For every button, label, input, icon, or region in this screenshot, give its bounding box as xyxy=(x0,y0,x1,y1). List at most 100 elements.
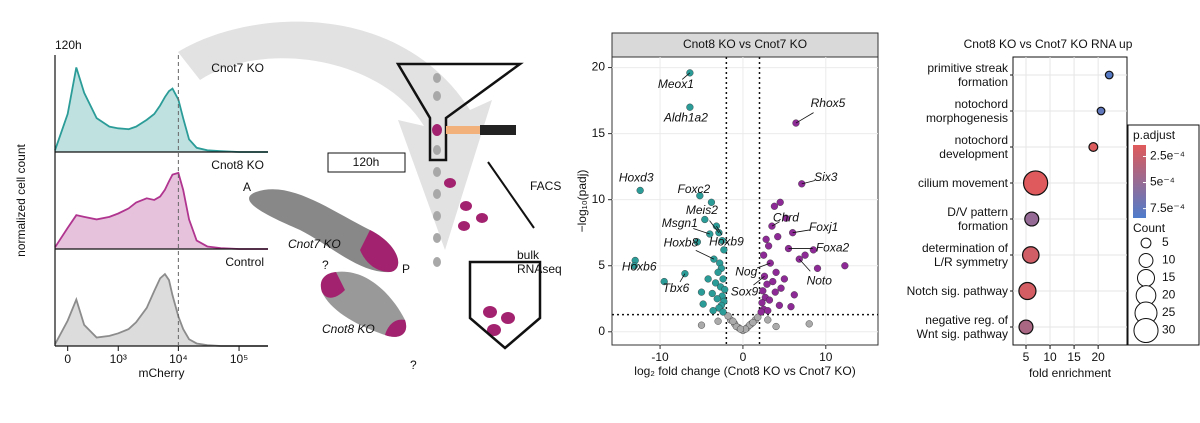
embryo-2-ends xyxy=(320,272,407,337)
dot xyxy=(1104,70,1114,80)
dot xyxy=(1018,319,1034,335)
leader-line xyxy=(681,72,691,80)
x-axis-label: log₂ fold change (Cnot8 KO vs Cnot7 KO) xyxy=(634,364,855,378)
colorbar-label: 7.5e⁻⁴ xyxy=(1150,201,1185,215)
gene-label: Chrd xyxy=(773,210,799,224)
y-tick-label: notochord development xyxy=(939,133,1008,161)
gene-label: Hoxb8 xyxy=(664,235,699,249)
leader-line xyxy=(716,225,723,236)
x-tick-label: -10 xyxy=(651,350,669,364)
unknown-label: ? xyxy=(322,258,329,272)
area-fill xyxy=(55,274,268,346)
point xyxy=(721,285,729,294)
dot xyxy=(1088,142,1099,153)
y-tick-label: 5 xyxy=(598,258,605,272)
point xyxy=(660,277,668,286)
point xyxy=(790,291,798,299)
point xyxy=(780,275,788,283)
point xyxy=(736,325,745,333)
x-tick-label: 10⁵ xyxy=(230,352,248,366)
point xyxy=(720,246,728,254)
size-label: 20 xyxy=(1162,288,1176,302)
size-label: 15 xyxy=(1162,270,1176,284)
point xyxy=(701,215,709,224)
series-label: Cnot8 KO xyxy=(211,158,264,172)
point xyxy=(729,317,737,325)
arrow xyxy=(178,21,492,250)
gene-label: Tbx6 xyxy=(663,281,690,295)
series-label: Cnot7 KO xyxy=(211,61,264,75)
size-label: 5 xyxy=(1162,235,1169,249)
leader-line xyxy=(679,273,686,283)
y-tick-label: notochord morphogenesis xyxy=(925,97,1008,125)
gene-label: Hoxd3 xyxy=(619,171,654,185)
sorted-cells xyxy=(432,124,515,336)
point xyxy=(754,313,762,321)
x-tick-label: 15 xyxy=(1067,350,1081,364)
point xyxy=(801,251,809,259)
area-fill xyxy=(55,67,268,152)
y-tick-label: D/V pattern formation xyxy=(947,205,1008,233)
point xyxy=(707,198,716,206)
point xyxy=(749,318,757,327)
size-key xyxy=(1136,268,1156,288)
point xyxy=(636,186,644,195)
size-key xyxy=(1140,237,1152,249)
x-axis-label: fold enrichment xyxy=(1029,366,1112,380)
leader-line xyxy=(801,180,816,185)
series-label: Control xyxy=(225,255,264,269)
gene-label: Foxj1 xyxy=(809,220,838,234)
facs-label: FACS xyxy=(530,179,561,193)
gene-label: Rhox5 xyxy=(811,96,846,110)
y-axis-label: −log₁₀(padj) xyxy=(575,170,589,233)
gene-label: Noto xyxy=(807,273,833,287)
sort-line xyxy=(487,161,535,229)
point xyxy=(798,180,806,188)
unknown-label: ? xyxy=(410,358,417,372)
y-tick-label: primitive streak formation xyxy=(927,61,1008,89)
point xyxy=(699,300,707,308)
x-tick-label: 0 xyxy=(740,350,747,364)
point xyxy=(813,264,822,272)
point xyxy=(764,307,772,315)
leader-line xyxy=(771,221,780,227)
density-line xyxy=(54,67,268,153)
chart-title: 120h xyxy=(55,38,82,52)
cnot7-label: Cnot7 KO xyxy=(288,237,341,251)
point xyxy=(693,238,701,246)
leader-line xyxy=(795,112,814,124)
gene-label: Sox9 xyxy=(731,284,759,298)
point xyxy=(724,312,732,320)
gene-label: Meis2 xyxy=(686,203,718,217)
colorbar xyxy=(1133,145,1146,218)
leader-line xyxy=(709,220,720,233)
point xyxy=(805,320,813,328)
point xyxy=(696,192,704,200)
detector xyxy=(480,125,516,135)
point xyxy=(714,268,722,276)
size-key xyxy=(1138,253,1154,268)
gene-label: Foxc2 xyxy=(677,182,710,196)
point xyxy=(719,275,727,283)
x-tick-label: 5 xyxy=(1023,350,1030,364)
embryo-1-tip xyxy=(360,230,399,272)
point xyxy=(776,198,784,206)
size-key xyxy=(1133,317,1159,344)
point xyxy=(757,308,765,316)
y-axis-label: normalized cell count xyxy=(14,143,28,256)
x-tick-label: 10 xyxy=(1043,350,1057,364)
x-tick-label: 0 xyxy=(64,352,71,366)
x-axis-label: mCherry xyxy=(138,366,184,380)
leader-line xyxy=(693,228,710,235)
x-tick-label: 10 xyxy=(819,350,833,364)
y-tick-label: negative reg. of Wnt sig. pathway xyxy=(916,313,1008,341)
cells xyxy=(433,73,441,267)
x-tick-label: 10⁴ xyxy=(169,352,188,366)
point xyxy=(758,299,766,307)
leader-line xyxy=(695,249,715,260)
gene-label: Msgn1 xyxy=(662,216,698,230)
chart-title: Cnot8 KO vs Cnot7 KO xyxy=(683,37,807,51)
point xyxy=(765,296,774,304)
point xyxy=(709,307,717,315)
